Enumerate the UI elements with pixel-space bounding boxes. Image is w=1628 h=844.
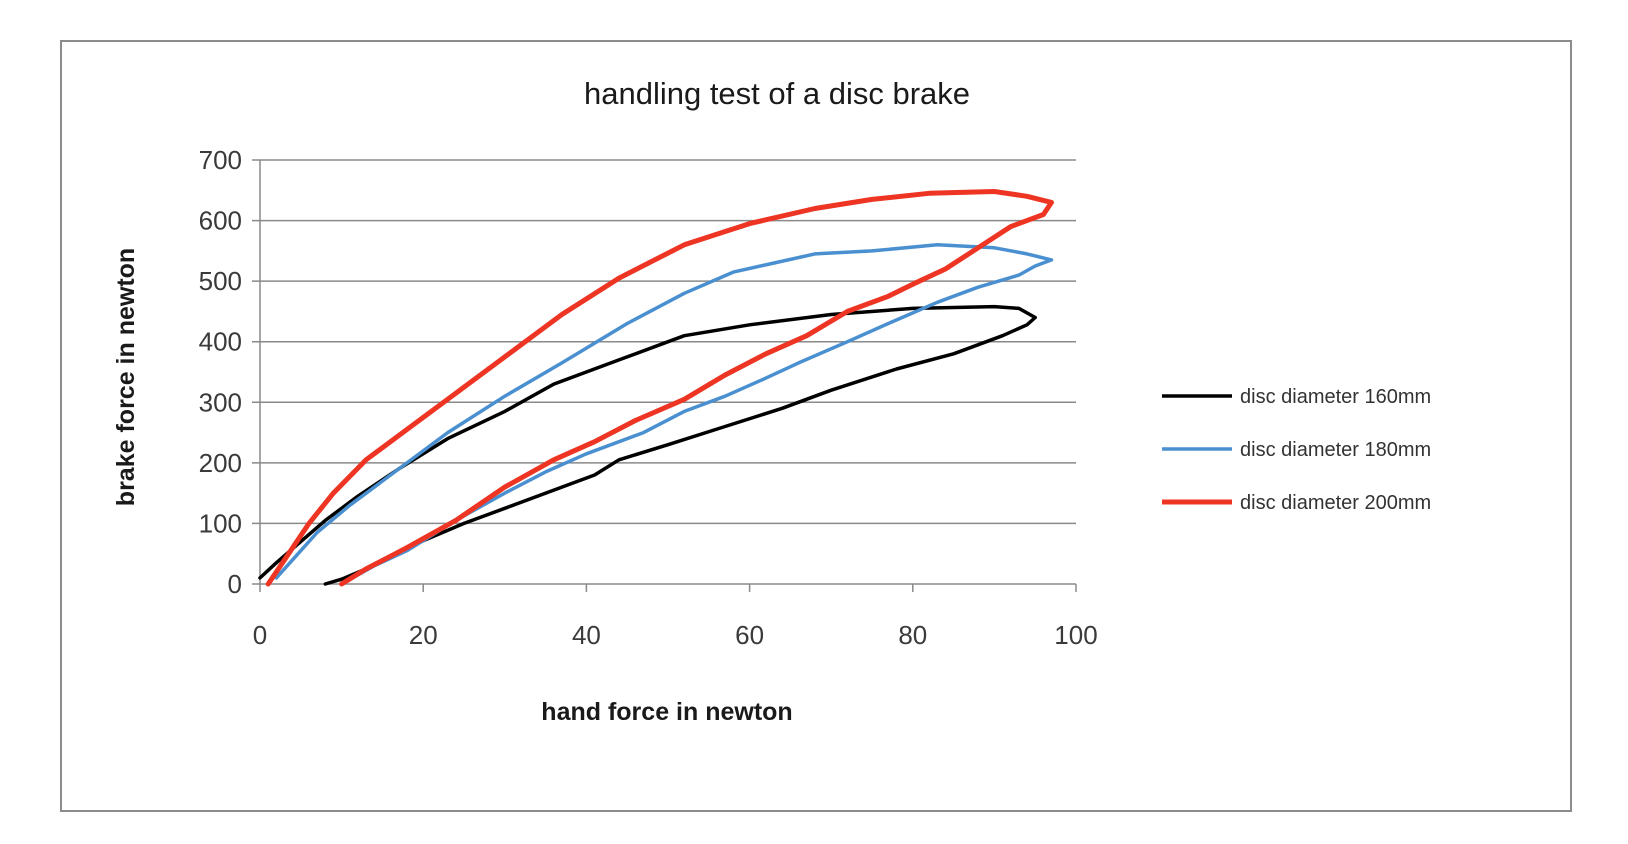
y-axis-title: brake force in newton bbox=[112, 248, 140, 506]
series-line-2 bbox=[274, 243, 1054, 586]
axis-layer: 0 100 200 300 400 500 600 700 0 20 40 60 80 100 bbox=[199, 145, 1098, 650]
legend-label-2: disc diameter 180mm bbox=[1240, 439, 1431, 461]
y-tick-label: 400 bbox=[199, 327, 242, 357]
x-axis-title: hand force in newton bbox=[541, 698, 792, 726]
y-tick-label: 200 bbox=[199, 448, 242, 478]
y-tick-label: 700 bbox=[199, 145, 242, 175]
legend-label-3: disc diameter 200mm bbox=[1240, 492, 1431, 514]
chart-frame: 0 100 200 300 400 500 600 700 0 20 40 60 80 100 handl… bbox=[60, 40, 1572, 812]
series-line-1 bbox=[258, 304, 1037, 586]
y-tick-label: 600 bbox=[199, 206, 242, 236]
chart-title: handling test of a disc brake bbox=[584, 76, 970, 111]
x-tick-label: 60 bbox=[735, 620, 764, 650]
x-tick-label: 20 bbox=[409, 620, 438, 650]
y-tick-label: 500 bbox=[199, 266, 242, 296]
series-line-3 bbox=[265, 189, 1054, 587]
grid-layer bbox=[252, 159, 1076, 585]
series-layer bbox=[258, 189, 1054, 587]
legend-label-1: disc diameter 160mm bbox=[1240, 386, 1431, 408]
x-tick-label: 100 bbox=[1054, 620, 1097, 650]
chart-svg: 0 100 200 300 400 500 600 700 0 20 40 60 80 100 handl… bbox=[112, 76, 1431, 726]
y-tick-label: 300 bbox=[199, 387, 242, 417]
y-tick-label: 0 bbox=[228, 569, 242, 599]
x-tick-label: 40 bbox=[572, 620, 601, 650]
x-tick-label: 80 bbox=[898, 620, 927, 650]
x-tick-label: 0 bbox=[253, 620, 267, 650]
legend: disc diameter 160mm disc diameter 180mm di… bbox=[1162, 386, 1431, 514]
y-tick-label: 100 bbox=[199, 508, 242, 538]
